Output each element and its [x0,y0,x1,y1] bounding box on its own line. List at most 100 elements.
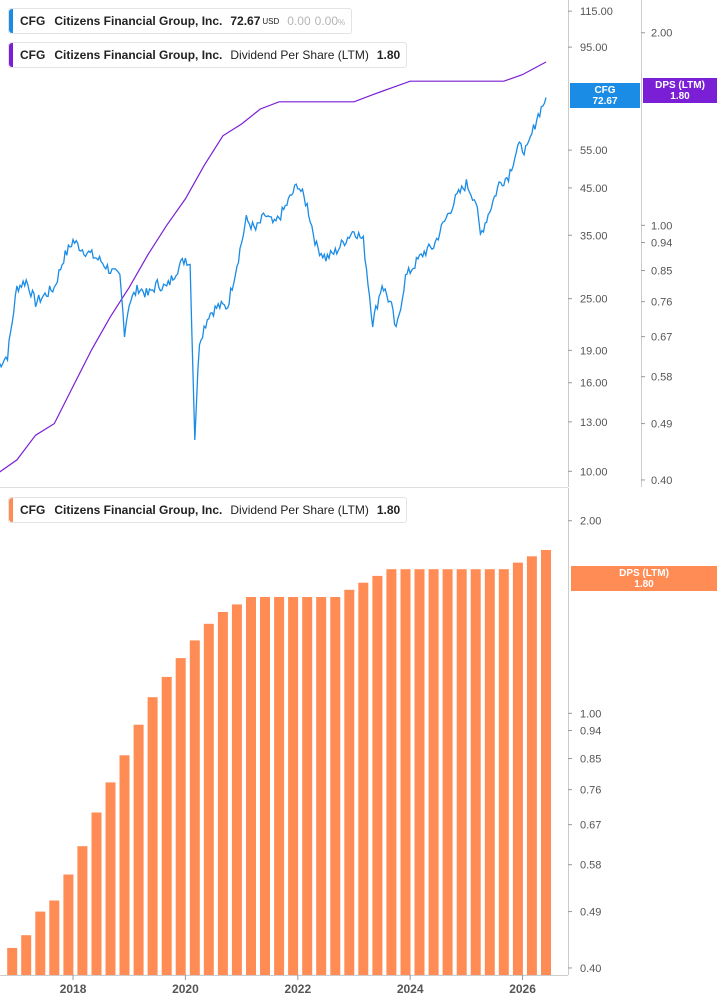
dps-top-tag-label: DPS (LTM) [655,79,705,91]
dps-tick-label: 0.40 [651,475,672,487]
bar-y-tick-label: 0.67 [580,820,601,832]
dps-bar [147,697,158,975]
dps-tick-label: 0.76 [651,297,672,309]
dps-bottom-tag-value: 1.80 [634,578,654,590]
price-tick-label: 95.00 [580,42,608,54]
bar-y-tick-label: 2.00 [580,516,601,528]
dps-bar [7,947,18,975]
dps-bar [119,755,130,975]
price-tick-label: 19.00 [580,345,608,357]
dps-bar [428,569,439,975]
legend-price-currency: USD [262,16,280,26]
legend-dps-top-name: Citizens Financial Group, Inc. [54,48,223,62]
legend-price-change: 0.00 [287,14,311,28]
dps-bar [175,658,186,975]
dps-tick-label: 0.67 [651,332,672,344]
legend-dps-bottom-ticker: CFG [20,503,46,517]
legend-dps-bottom-swatch [9,498,13,522]
legend-dps-bottom-value: 1.80 [376,503,401,517]
dps-bar [63,874,74,975]
x-tick-label: 2024 [397,982,424,996]
bar-y-tick-label: 0.85 [580,754,601,766]
price-tick-label: 35.00 [580,230,608,242]
dps-bar [77,846,88,975]
dps-top-current-tag: DPS (LTM) 1.80 [643,78,717,103]
legend-price-name: Citizens Financial Group, Inc. [54,14,223,28]
price-tag-label: CFG [594,84,616,96]
price-tag-value: 72.67 [592,95,618,107]
dps-series-line [0,61,547,473]
x-axis: 2018 2020 2022 2024 2026 [60,975,536,996]
dps-bar [512,562,523,975]
dps-bar [231,604,242,975]
legend-price-swatch [9,9,13,33]
legend-dps-top-swatch [9,43,13,67]
dps-bottom-current-tag: DPS (LTM) 1.80 [571,566,717,591]
legend-dps-top-metric: Dividend Per Share (LTM) [230,48,369,62]
dps-bar [161,676,172,975]
legend-dps-top-value: 1.80 [376,48,401,62]
dps-axis-top: 0.40 0.49 0.58 0.67 0.76 0.85 0.94 1.00 2.00 [641,28,672,487]
dps-tick-label: 2.00 [651,28,672,40]
dps-tick-label: 0.49 [651,419,672,431]
price-current-tag: CFG 72.67 [570,83,640,108]
dps-tick-label: 1.00 [651,220,672,232]
dps-bar [414,569,425,975]
dps-bar [386,569,397,975]
legend-dps-bottom: CFG Citizens Financial Group, Inc. Divid… [8,497,408,523]
dps-bar [288,597,299,975]
price-tick-label: 25.00 [580,294,608,306]
dps-bar [21,935,32,975]
dps-bar [358,582,369,975]
bar-y-tick-label: 0.49 [580,907,601,919]
dps-bar [105,782,116,975]
bar-y-tick-label: 0.94 [580,726,601,738]
legend-dps-bottom-name: Citizens Financial Group, Inc. [54,503,223,517]
dps-bar [344,589,355,975]
dps-tick-label: 0.58 [651,372,672,384]
legend-price: CFG Citizens Financial Group, Inc. 72.67… [8,8,353,34]
bar-y-tick-label: 0.40 [580,963,601,975]
x-tick-label: 2022 [284,982,311,996]
bar-y-tick-label: 1.00 [580,708,601,720]
legend-price-value: 72.67 [230,14,261,28]
dps-bar [442,569,453,975]
dps-bar [91,812,102,975]
dps-bar [35,911,46,975]
dps-bar [260,597,270,975]
dps-top-tag-value: 1.80 [670,90,690,102]
price-tick-label: 13.00 [580,417,608,429]
dps-bars [7,550,551,975]
dps-bar [400,569,411,975]
dps-bar [49,900,60,975]
dps-bar [526,556,537,975]
bar-y-tick-label: 0.76 [580,785,601,797]
dps-bottom-tag-label: DPS (LTM) [619,567,669,579]
dps-bar [498,569,509,975]
dps-bar [372,575,383,975]
legend-dps-bottom-metric: Dividend Per Share (LTM) [230,503,369,517]
legend-dps-top: CFG Citizens Financial Group, Inc. Divid… [8,42,408,68]
dps-bar [330,597,341,975]
dps-bar [470,569,481,975]
dps-bar [456,569,467,975]
dps-bar [246,597,256,975]
dps-bar [316,597,327,975]
x-tick-label: 2020 [172,982,199,996]
dps-bar [189,640,200,975]
dps-bar [484,569,495,975]
x-tick-label: 2026 [509,982,536,996]
dps-bar [203,623,214,975]
dps-bar [302,597,313,975]
price-tick-label: 45.00 [580,183,608,195]
x-tick-label: 2018 [60,982,87,996]
price-series-line [0,97,547,441]
price-tick-label: 55.00 [580,145,608,157]
dps-axis-bottom: 0.40 0.49 0.58 0.67 0.76 0.85 0.94 1.00 2.00 [568,516,601,975]
dps-bar [274,597,285,975]
legend-price-ticker: CFG [20,14,46,28]
price-axis: 10.00 13.00 16.00 19.00 25.00 35.00 45.00 55.00… [568,6,613,478]
legend-price-change-pct: 0.00% [314,14,346,28]
price-tick-label: 115.00 [580,6,613,18]
